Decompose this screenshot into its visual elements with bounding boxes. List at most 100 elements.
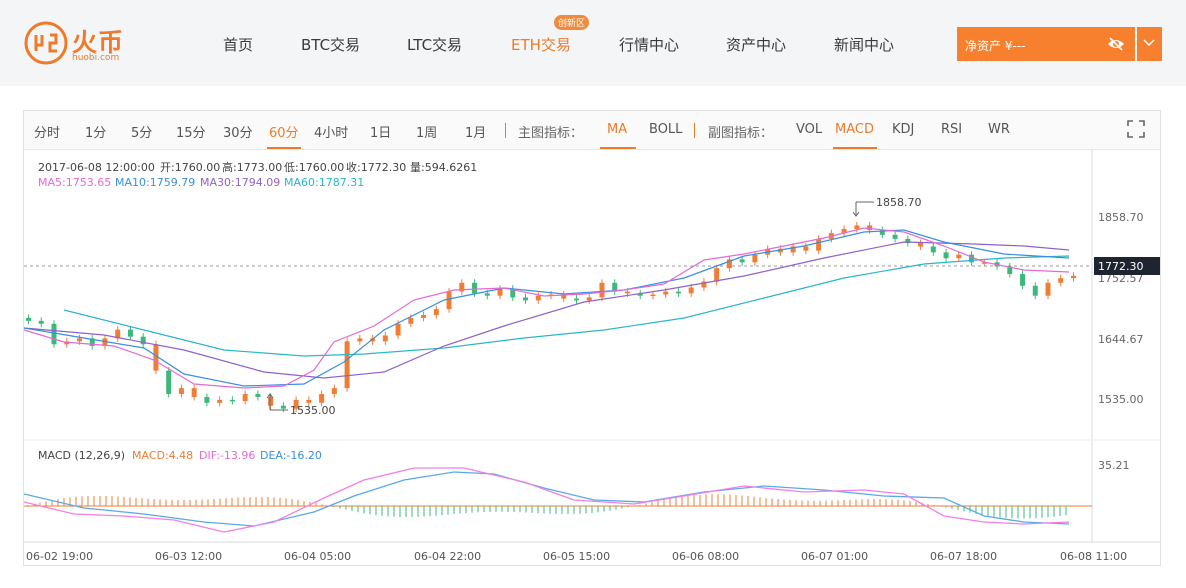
candle-body (561, 294, 567, 299)
nav-market-center[interactable]: 行情中心 (619, 36, 680, 54)
time-label: 06-06 08:00 (672, 550, 739, 563)
period-4hour[interactable]: 4小时 (314, 126, 349, 141)
candle-body (38, 320, 44, 324)
candle-body (153, 344, 159, 371)
indicator-macd[interactable]: MACD (835, 122, 874, 137)
info-datetime: 2017-06-08 12:00:00 (38, 161, 155, 174)
macd-dea-line (24, 471, 1070, 527)
low-marker-label: 1535.00 (290, 404, 336, 417)
indicator-vol[interactable]: VOL (796, 122, 823, 137)
period-5min[interactable]: 5分 (131, 126, 153, 141)
candle-body (127, 329, 133, 337)
candle-body (930, 246, 936, 253)
legend-ma30: MA30:1794.09 (200, 176, 280, 189)
candle-body (943, 252, 949, 259)
nav-btc-trade[interactable]: BTC交易 (301, 36, 361, 54)
candle-body (217, 399, 223, 403)
innovation-zone-badge: 创新区 (554, 15, 590, 30)
time-label: 06-02 19:00 (26, 550, 93, 563)
kline-chart[interactable]: 2017-06-08 12:00:00 开:1760.00 高:1773.00 … (24, 150, 1160, 566)
candle-body (739, 259, 745, 263)
candle-body (867, 225, 873, 231)
logo-text-cn: 火币 (72, 28, 125, 57)
price-tick: 1752.57 (1098, 272, 1144, 285)
ma30-line (24, 241, 1070, 379)
candle-body (688, 287, 694, 294)
period-30min[interactable]: 30分 (223, 126, 253, 141)
net-assets-button[interactable]: 净资产 ¥--- (957, 27, 1135, 61)
legend-ma10: MA10:1759.79 (115, 176, 195, 189)
candle-body (191, 388, 197, 397)
candle-body (229, 399, 235, 402)
candle-body (115, 329, 121, 339)
ma10-line (24, 229, 1070, 387)
candle-body (459, 282, 465, 292)
hide-eye-icon[interactable] (1107, 37, 1125, 51)
candle-body (433, 309, 439, 315)
huobi-logo[interactable]: 火币 huobi.com (24, 21, 144, 65)
candle-body (726, 259, 732, 269)
candle-body (484, 293, 490, 296)
period-timeshare[interactable]: 分时 (34, 126, 61, 141)
candle-body (854, 225, 860, 229)
price-tick: 1535.00 (1098, 393, 1144, 406)
fullscreen-icon[interactable] (1127, 120, 1145, 138)
candle-body (280, 405, 286, 409)
sub-indicator-label: 副图指标： (708, 126, 774, 141)
period-60min[interactable]: 60分 (269, 126, 299, 141)
macd-dea-value: DEA:-16.20 (260, 449, 322, 462)
assets-dropdown-button[interactable] (1137, 27, 1162, 61)
indicator-wr[interactable]: WR (988, 122, 1010, 137)
candle-body (166, 370, 172, 395)
candle-body (102, 338, 108, 347)
high-marker-label: 1858.70 (876, 196, 922, 209)
time-label: 06-04 22:00 (414, 550, 481, 563)
candle-body (382, 335, 388, 342)
macd-tick: 35.21 (1098, 459, 1130, 472)
macd-dif-value: DIF:-13.96 (199, 449, 255, 462)
macd-dif-line (24, 467, 1070, 533)
last-price-tag (1094, 257, 1160, 275)
candle-body (599, 282, 605, 298)
nav-ltc-trade[interactable]: LTC交易 (407, 36, 463, 54)
candle-body (918, 243, 924, 247)
candle-body (637, 293, 643, 296)
info-volume: 量:594.6261 (410, 161, 477, 174)
indicator-kdj[interactable]: KDJ (892, 122, 915, 137)
indicator-boll[interactable]: BOLL (649, 122, 683, 137)
nav-eth-trade[interactable]: ETH交易 (511, 36, 571, 54)
candle-body (1058, 278, 1064, 283)
nav-asset-center[interactable]: 资产中心 (726, 36, 787, 54)
candle-body (510, 288, 516, 298)
period-1day[interactable]: 1日 (370, 126, 392, 141)
indicator-ma[interactable]: MA (607, 122, 628, 137)
last-price-value: 1772.30 (1098, 260, 1144, 273)
candle-body (26, 317, 31, 321)
top-bar: 火币 huobi.com 首页 BTC交易 LTC交易 ETH交易 创新区 行情… (0, 0, 1186, 86)
candle-body (1020, 274, 1026, 286)
period-15min[interactable]: 15分 (176, 126, 206, 141)
candle-body (586, 297, 592, 301)
legend-ma60: MA60:1787.31 (284, 176, 364, 189)
chart-toolbar: 分时 1分 5分 15分 30分 60分 4小时 1日 1周 1月 主图指标： … (24, 111, 1160, 150)
ma60-line (63, 255, 1070, 357)
candle-body (421, 315, 427, 318)
toolbar-divider (694, 123, 695, 138)
macd-value: MACD:4.48 (132, 449, 193, 462)
period-1min[interactable]: 1分 (85, 126, 107, 141)
period-1week[interactable]: 1周 (416, 126, 438, 141)
candle-body (1071, 275, 1076, 279)
price-tick: 1858.70 (1098, 211, 1144, 224)
sub-indicator-active (833, 147, 877, 149)
candle-body (612, 282, 618, 292)
net-assets-label: 净资产 ¥--- (965, 39, 1026, 53)
period-active-indicator (267, 147, 301, 149)
candle-body (242, 394, 248, 402)
nav-news-center[interactable]: 新闻中心 (834, 36, 895, 54)
nav-home[interactable]: 首页 (223, 36, 254, 54)
period-1month[interactable]: 1月 (465, 126, 487, 141)
candle-body (790, 246, 796, 253)
indicator-rsi[interactable]: RSI (941, 122, 963, 137)
candle-body (76, 338, 82, 342)
candle-body (408, 317, 414, 324)
